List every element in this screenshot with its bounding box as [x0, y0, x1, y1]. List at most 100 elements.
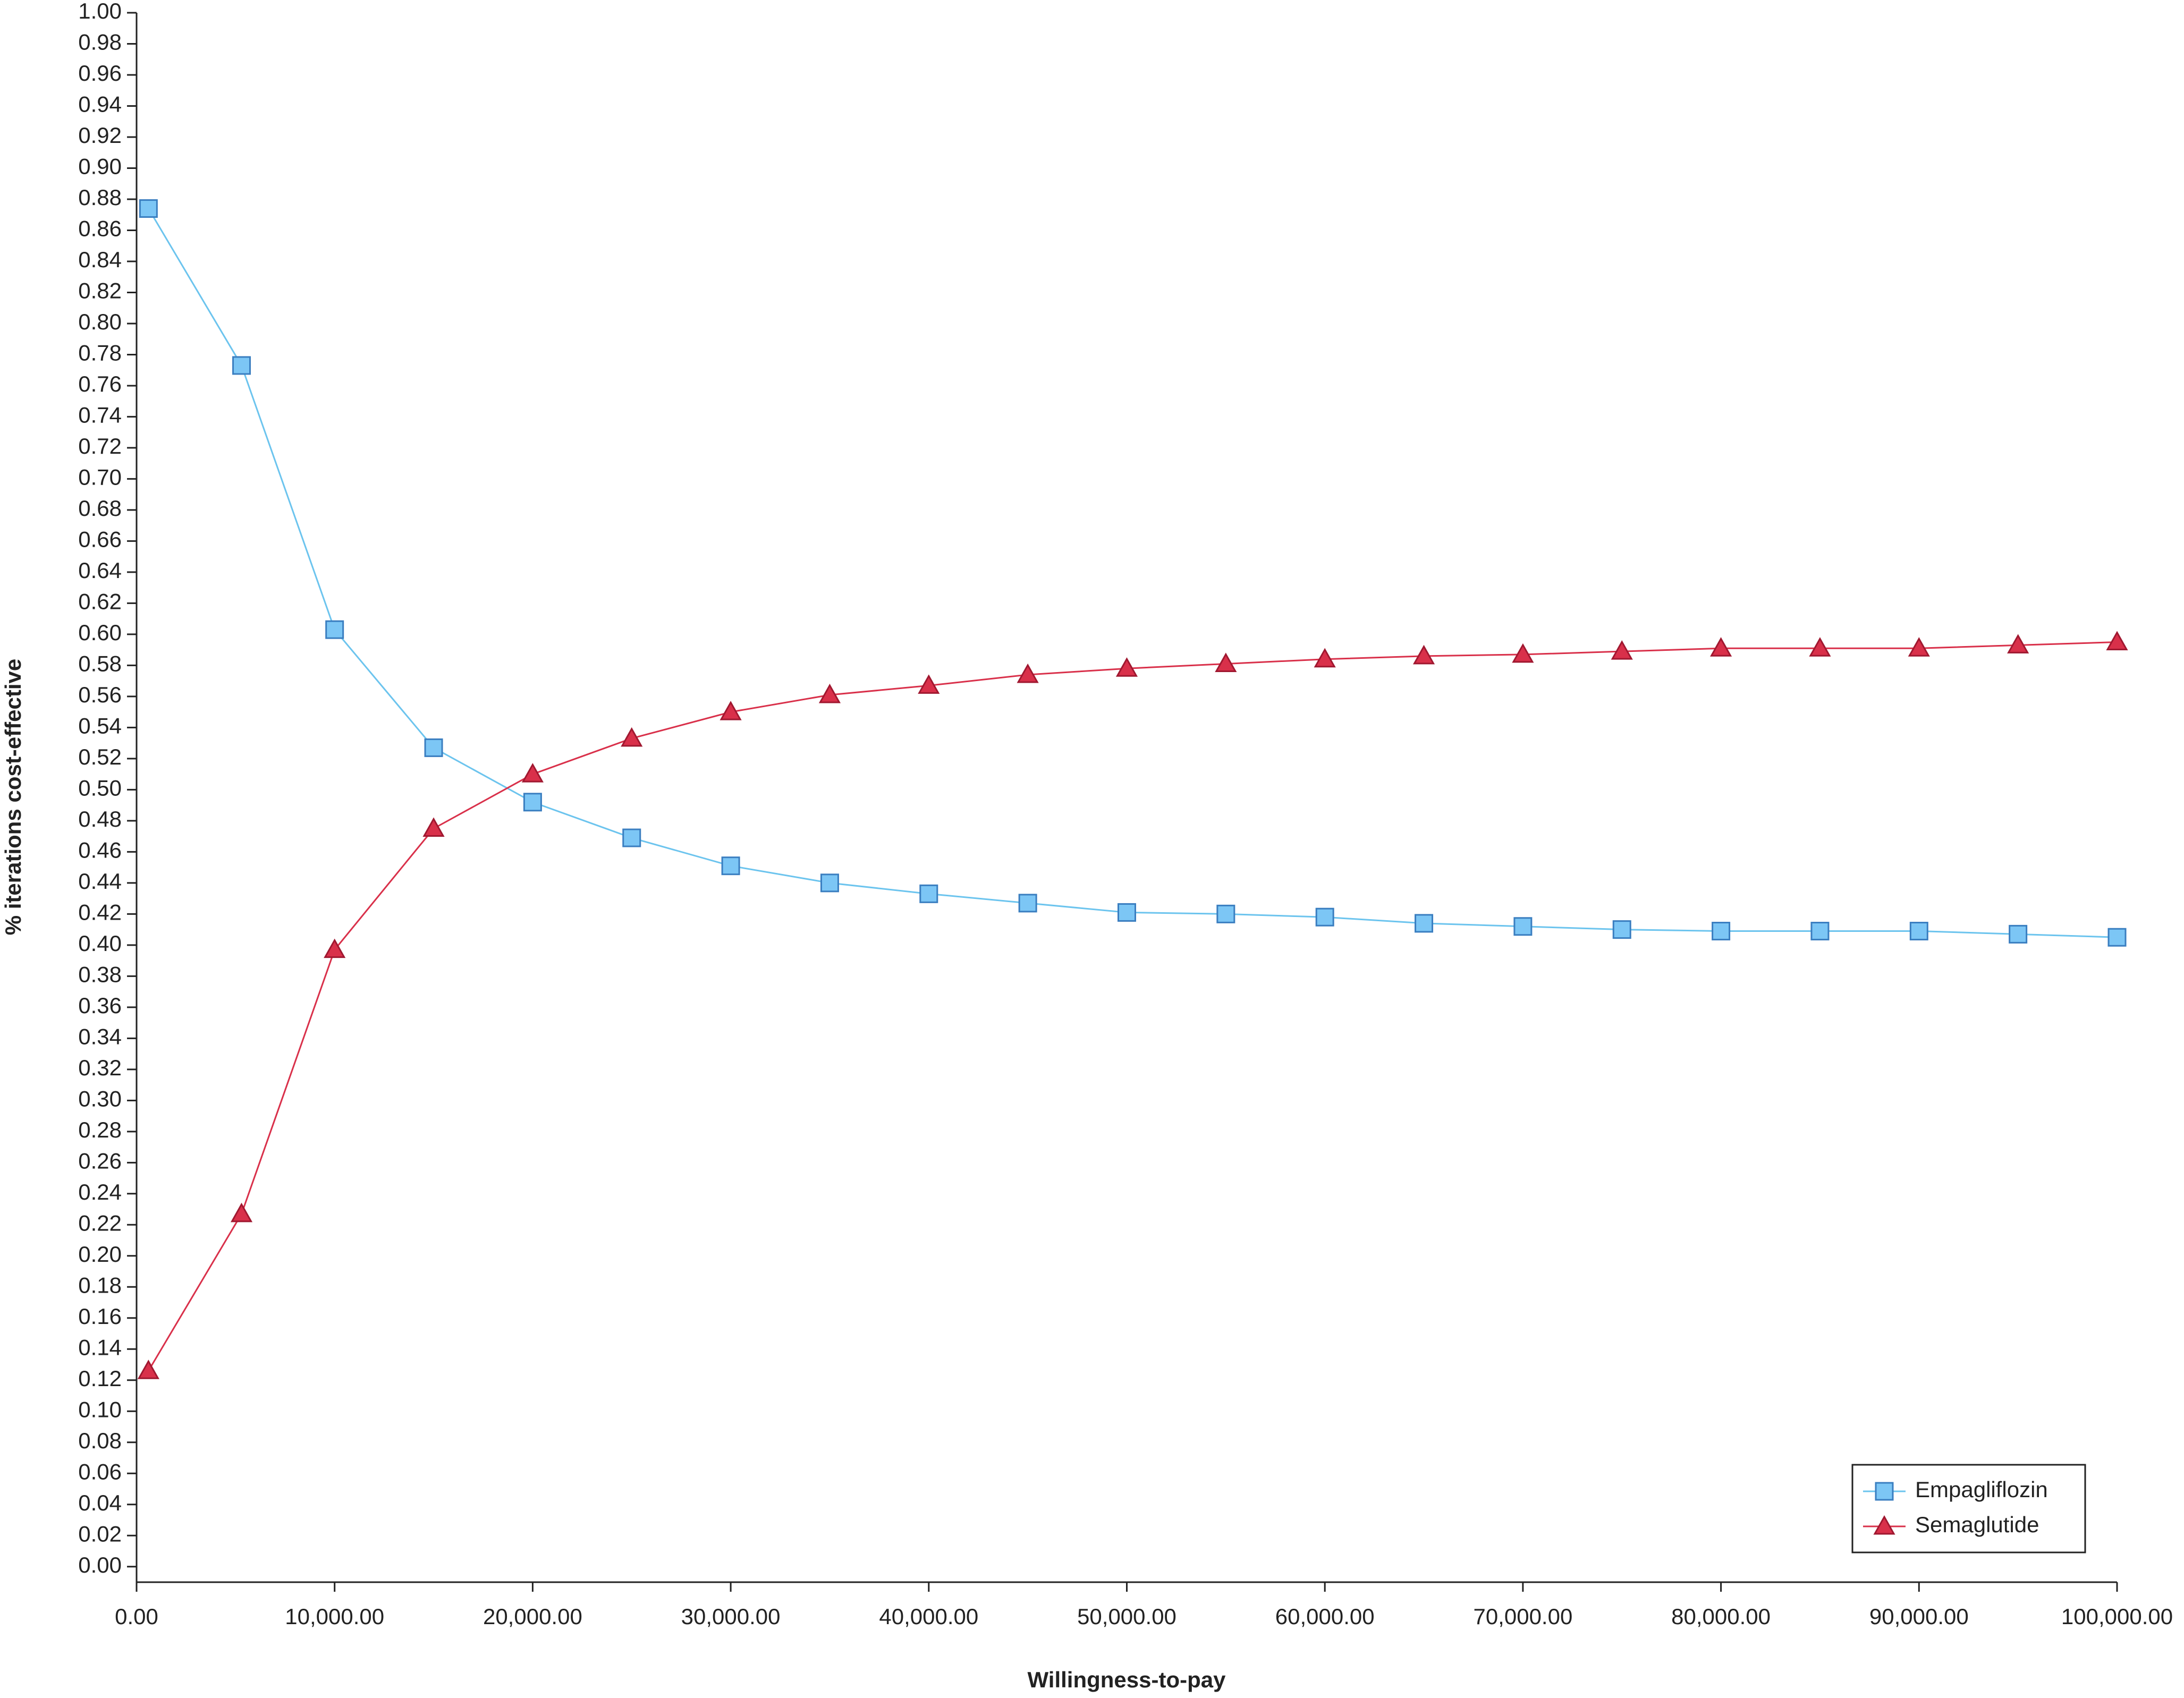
y-tick-label: 0.32 [78, 1055, 122, 1080]
series-line [148, 208, 2118, 938]
y-tick-label: 1.00 [78, 0, 122, 23]
y-tick-label: 0.96 [78, 61, 122, 86]
triangle-marker [1215, 652, 1237, 672]
y-tick-label: 0.80 [78, 309, 122, 334]
triangle-marker [1611, 640, 1633, 660]
y-tick-label: 0.64 [78, 558, 122, 583]
triangle-marker [1873, 1515, 1895, 1535]
triangle-marker [137, 1360, 159, 1379]
y-tick-label: 0.92 [78, 123, 122, 148]
series [137, 631, 2128, 1379]
triangle-marker [2007, 634, 2029, 653]
y-tick-label: 0.74 [78, 403, 122, 428]
square-marker [1415, 914, 1434, 933]
y-tick-label: 0.46 [78, 837, 122, 862]
square-marker [1712, 922, 1731, 941]
y-tick-label: 0.04 [78, 1490, 122, 1515]
y-tick-label: 0.48 [78, 806, 122, 831]
triangle-marker [1710, 637, 1732, 657]
triangle-marker [1017, 663, 1039, 683]
square-marker [622, 828, 641, 847]
y-tick-label: 0.78 [78, 341, 122, 366]
legend-label: Empagliflozin [1915, 1477, 2048, 1502]
triangle-marker [324, 938, 346, 958]
triangle-marker [1908, 637, 1930, 657]
legend: Empagliflozin Semaglutide [1851, 1464, 2086, 1553]
x-tick-label: 20,000.00 [483, 1604, 582, 1629]
square-marker [2107, 928, 2127, 947]
y-tick-label: 0.38 [78, 962, 122, 987]
y-tick-label: 0.00 [78, 1552, 122, 1577]
y-tick-label: 0.24 [78, 1179, 122, 1204]
square-marker [1315, 907, 1334, 927]
y-tick-label: 0.10 [78, 1397, 122, 1422]
series-line [148, 641, 2118, 1371]
y-tick-label: 0.76 [78, 371, 122, 396]
x-tick-label: 50,000.00 [1077, 1604, 1176, 1629]
y-tick-label: 0.40 [78, 931, 122, 956]
triangle-marker [422, 817, 445, 837]
square-marker [1018, 894, 1037, 913]
y-tick-label: 0.66 [78, 527, 122, 552]
square-marker [139, 199, 158, 218]
triangle-marker [719, 701, 742, 720]
y-tick-label: 0.56 [78, 682, 122, 707]
square-marker [1612, 920, 1631, 939]
square-marker [523, 793, 542, 812]
square-marker [325, 620, 344, 639]
y-tick-label: 0.94 [78, 92, 122, 117]
y-tick-label: 0.06 [78, 1459, 122, 1484]
x-tick-label: 70,000.00 [1473, 1604, 1572, 1629]
square-marker [1216, 904, 1235, 923]
series [139, 199, 2127, 947]
y-tick-label: 0.70 [78, 465, 122, 490]
y-tick-label: 0.12 [78, 1366, 122, 1391]
triangle-marker [1314, 648, 1336, 668]
y-tick-label: 0.26 [78, 1148, 122, 1173]
triangle-marker [2106, 631, 2128, 651]
x-tick-label: 30,000.00 [681, 1604, 781, 1629]
triangle-marker [230, 1202, 253, 1222]
y-tick-label: 0.22 [78, 1210, 122, 1235]
y-tick-label: 0.84 [78, 247, 122, 272]
y-tick-label: 0.52 [78, 744, 122, 769]
y-tick-label: 0.36 [78, 993, 122, 1018]
square-marker [1118, 903, 1136, 922]
square-marker [919, 884, 938, 903]
y-tick-label: 0.68 [78, 496, 122, 521]
legend-label: Semaglutide [1915, 1512, 2039, 1537]
triangle-marker [1115, 657, 1138, 677]
y-tick-label: 0.02 [78, 1521, 122, 1546]
square-marker [2009, 924, 2028, 944]
y-tick-label: 0.58 [78, 651, 122, 676]
y-tick-label: 0.88 [78, 185, 122, 210]
square-marker [424, 738, 443, 757]
y-tick-label: 0.16 [78, 1304, 122, 1329]
square-marker [232, 356, 251, 375]
y-tick-label: 0.18 [78, 1272, 122, 1297]
y-tick-label: 0.42 [78, 899, 122, 924]
y-tick-label: 0.72 [78, 434, 122, 459]
y-tick-label: 0.44 [78, 869, 122, 894]
x-tick-label: 10,000.00 [285, 1604, 384, 1629]
y-tick-label: 0.30 [78, 1086, 122, 1111]
square-marker [1909, 922, 1928, 941]
triangle-marker [818, 683, 841, 703]
y-tick-label: 0.14 [78, 1335, 122, 1360]
y-tick-label: 0.20 [78, 1242, 122, 1267]
x-tick-label: 0.00 [115, 1604, 158, 1629]
y-tick-label: 0.50 [78, 775, 122, 800]
triangle-marker [521, 763, 544, 783]
triangle-marker [918, 674, 940, 694]
y-tick-label: 0.34 [78, 1024, 122, 1049]
square-marker [721, 856, 740, 876]
y-tick-label: 0.08 [78, 1428, 122, 1453]
y-tick-label: 0.86 [78, 216, 122, 241]
x-tick-label: 90,000.00 [1869, 1604, 1969, 1629]
y-tick-label: 0.60 [78, 620, 122, 645]
y-tick-label: 0.82 [78, 278, 122, 303]
triangle-marker [1512, 643, 1534, 663]
triangle-marker [1809, 637, 1831, 657]
triangle-marker [621, 727, 643, 747]
